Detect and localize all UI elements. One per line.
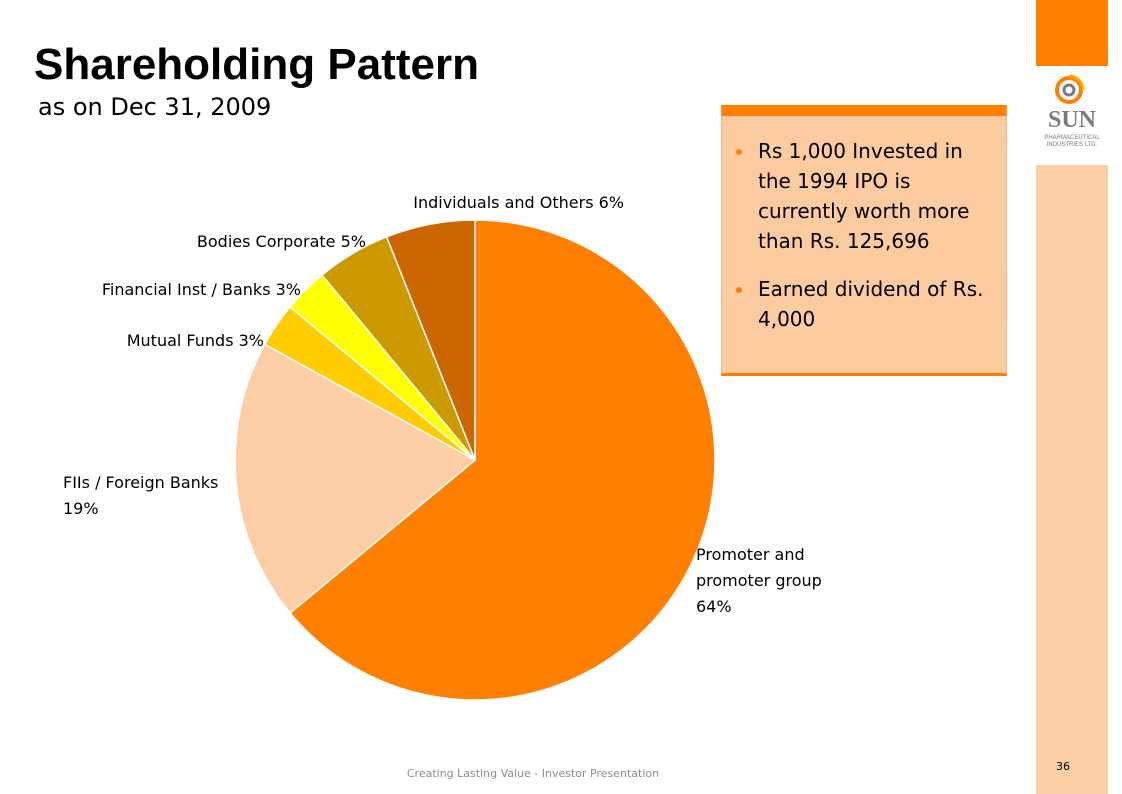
highlights-callout: Rs 1,000 Invested in the 1994 IPO is cur…	[721, 105, 1007, 376]
sun-logo-icon	[1055, 74, 1085, 104]
pie-slice-label: Mutual Funds 3%	[127, 331, 264, 350]
pie-slice-label: Financial Inst / Banks 3%	[102, 280, 301, 299]
strip-bottom-block	[1036, 165, 1108, 794]
right-decor-strip	[1036, 0, 1108, 794]
pie-slice-label: FIIs / Foreign Banks 19%	[63, 473, 218, 518]
logo-wordmark: SUN	[1047, 107, 1096, 133]
strip-top-block	[1036, 0, 1108, 66]
bullet-dot-icon	[736, 149, 742, 155]
logo-subtitle: PHARMACEUTICAL INDUSTRIES LTD.	[1044, 135, 1100, 148]
pie-slice	[289, 219, 716, 701]
pie-chart: Promoter and promoter group 64% FIIs / Fore…	[63, 193, 822, 701]
pie-slice	[234, 343, 477, 615]
pie-slice-label: Individuals and Others 6%	[413, 193, 624, 212]
pie-slice-label: Bodies Corporate 5%	[197, 232, 366, 251]
page-title: Shareholding Pattern	[34, 40, 479, 89]
pie-slice	[385, 219, 476, 461]
pie-slice-label: Promoter and promoter group 64%	[696, 545, 822, 616]
callout-bullet-dividend: Earned dividend of Rs. 4,000	[736, 274, 992, 334]
logo-area	[1036, 66, 1108, 165]
footer-text: Creating Lasting Value - Investor Presen…	[406, 767, 660, 780]
bullet-dot-icon	[736, 287, 742, 293]
callout-bullet-ipo: Rs 1,000 Invested in the 1994 IPO is cur…	[736, 136, 992, 256]
page-number: 36	[1056, 760, 1070, 773]
page-subtitle: as on Dec 31, 2009	[38, 93, 272, 121]
